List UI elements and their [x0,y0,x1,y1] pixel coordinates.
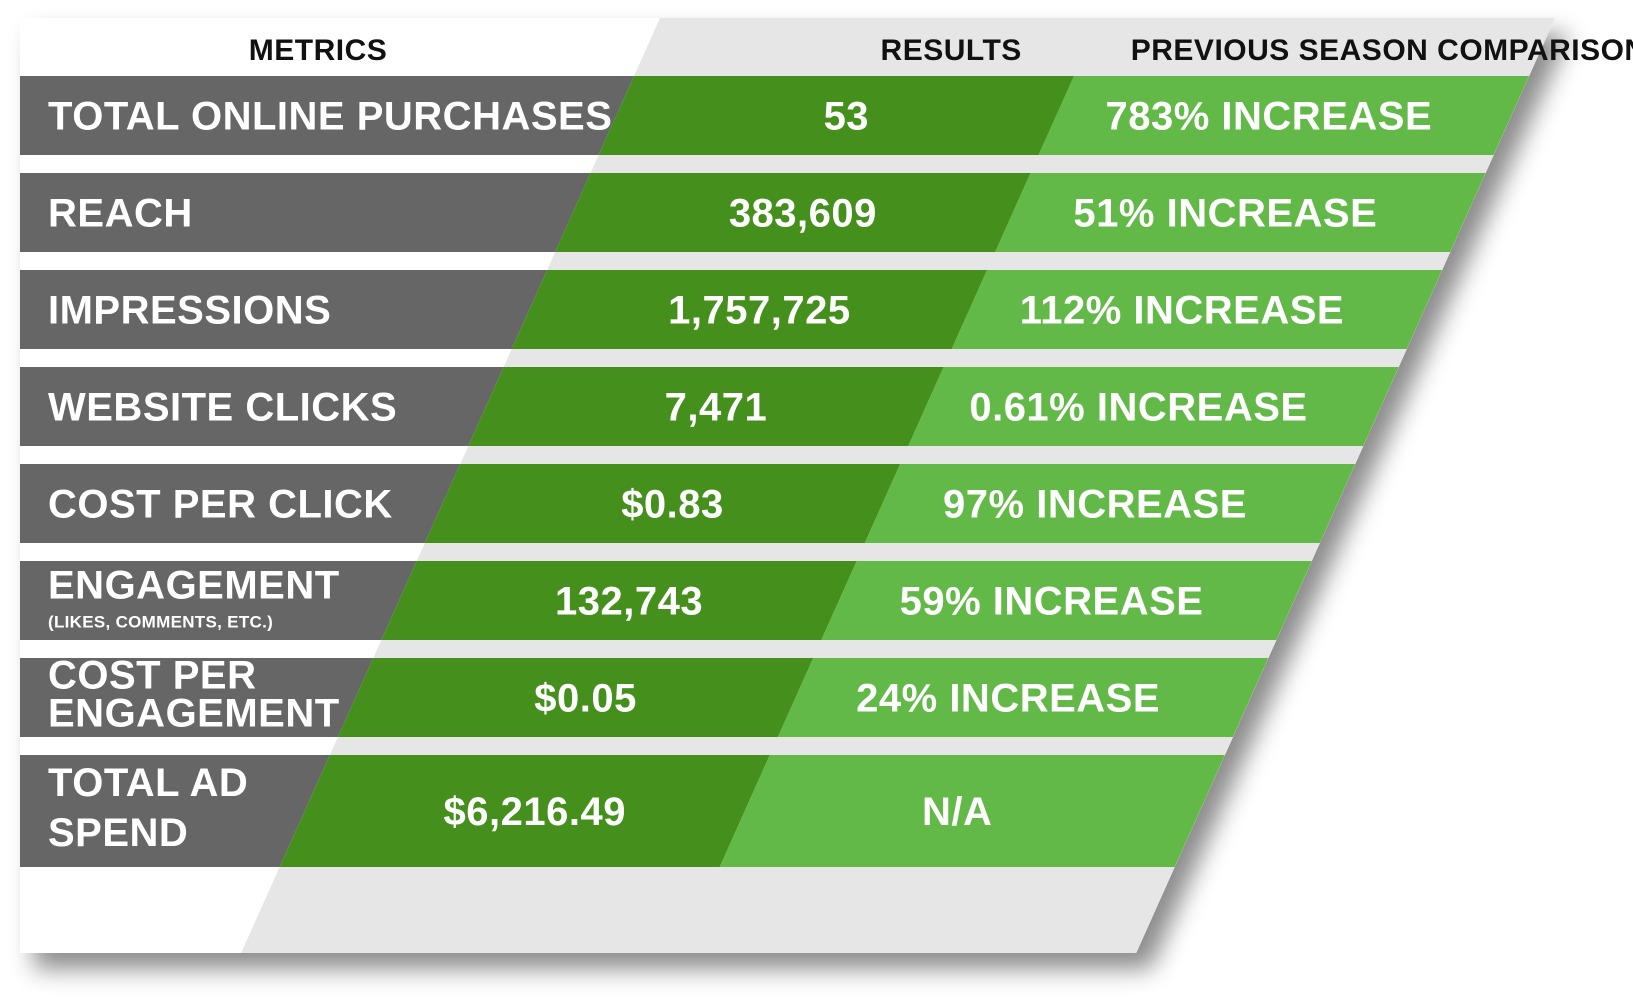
metric-label: REACH [48,192,193,236]
metric-label: WEBSITE CLICKS [48,386,397,430]
metric-label: ENGAGEMENT [48,564,340,608]
metric-label: IMPRESSIONS [48,289,331,333]
comparison-value: 59% INCREASE [900,580,1204,624]
comparison-band-6 [777,658,1269,737]
metric-label: TOTAL ONLINE PURCHASES [48,95,612,139]
results-band-3 [468,367,944,446]
result-value: $0.83 [621,483,724,527]
comparison-value: 24% INCREASE [856,677,1160,721]
metric-label: COST PER [48,654,256,698]
result-value: $6,216.49 [444,790,626,834]
comparison-band-2 [951,270,1443,349]
metric-band-5 [20,561,417,640]
results-band-1 [555,173,1031,252]
comparison-value: 783% INCREASE [1106,95,1433,139]
metric-band-3 [20,367,504,446]
metric-note: (LIKES, COMMENTS, ETC.) [48,613,273,632]
comparison-band-1 [995,173,1486,252]
result-value: 7,471 [665,386,768,430]
metric-label: ENGAGEMENT [48,692,340,736]
table-body [20,18,1555,953]
result-value: $0.05 [534,677,637,721]
metric-band-7 [20,755,330,867]
comparison-value: 97% INCREASE [943,483,1247,527]
comparison-band-7 [719,755,1225,867]
metric-band-2 [20,270,548,349]
result-value: 132,743 [555,580,703,624]
result-value: 1,757,725 [668,289,850,333]
metric-label: TOTAL AD [48,761,248,805]
comparison-value: N/A [922,790,992,834]
header-results: RESULTS [881,34,1022,67]
comparison-band-5 [821,561,1312,640]
metric-label: SPEND [48,811,188,855]
comparison-band-4 [864,464,1356,543]
comparison-value: 112% INCREASE [1020,289,1344,333]
results-band-5 [381,561,857,640]
results-band-4 [424,464,901,543]
results-band-2 [511,270,988,349]
results-band-0 [598,76,1075,155]
header-metrics: METRICS [249,34,388,67]
header-previous-season-comparison: PREVIOUS SEASON COMPARISON [1131,34,1633,67]
comparison-value: 51% INCREASE [1073,192,1377,236]
metric-band-0 [20,76,635,155]
result-value: 383,609 [729,192,877,236]
results-band-6 [337,658,814,737]
table-text-layer: METRICS RESULTS PREVIOUS SEASON COMPARISON… [48,34,1633,855]
metric-band-4 [20,464,461,543]
metric-band-6 [20,658,374,737]
comparison-band-3 [908,367,1399,446]
metric-band-1 [20,173,591,252]
result-value: 53 [824,95,870,139]
comparison-band-0 [1038,76,1530,155]
results-band-7 [279,755,770,867]
comparison-value: 0.61% INCREASE [969,386,1307,430]
metric-label: COST PER CLICK [48,483,393,527]
